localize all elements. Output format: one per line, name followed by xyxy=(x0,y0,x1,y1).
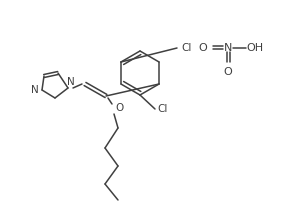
Text: O: O xyxy=(199,43,207,53)
Text: N: N xyxy=(224,43,232,53)
Text: Cl: Cl xyxy=(158,104,168,114)
Text: O: O xyxy=(223,67,233,77)
Text: O: O xyxy=(115,103,123,113)
Text: N: N xyxy=(67,77,75,87)
Text: N: N xyxy=(31,85,39,95)
Text: Cl: Cl xyxy=(182,43,192,53)
Text: OH: OH xyxy=(246,43,264,53)
